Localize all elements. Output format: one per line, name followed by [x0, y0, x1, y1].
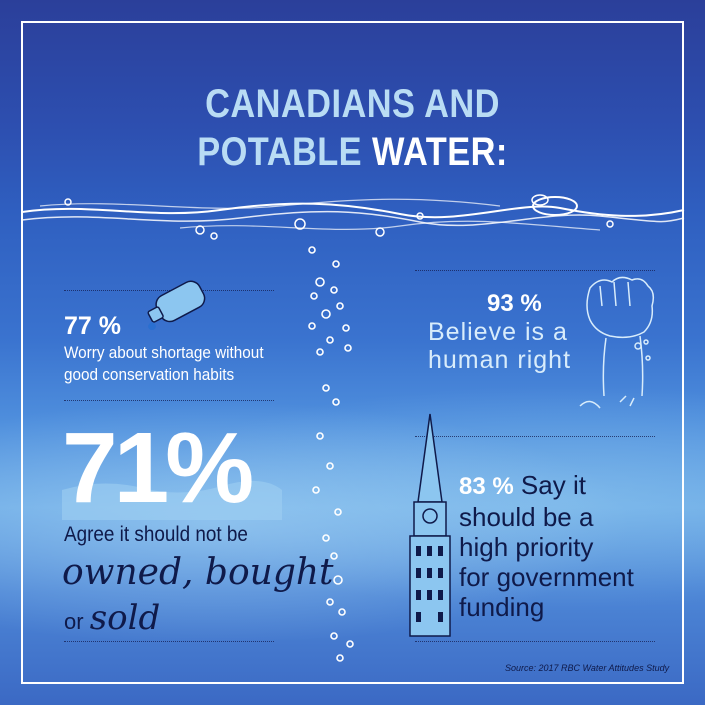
stat-93-value: 93 %	[487, 290, 542, 317]
stat-71-value: 71%	[62, 412, 254, 524]
title-line-2: POTABLE WATER:	[49, 128, 655, 176]
stat-71-or: or	[64, 609, 90, 634]
divider-93-bottom	[415, 436, 655, 437]
stat-83-line-4: for government	[459, 562, 634, 592]
stat-83-value: 83 %	[459, 473, 514, 500]
stat-83-line-2: should be a	[459, 502, 594, 532]
water-bottle-icon	[147, 280, 206, 330]
divider-77-top	[64, 290, 274, 291]
divider-77-bottom	[64, 400, 274, 401]
fist-icon	[579, 276, 655, 409]
title-line-2-a: POTABLE	[197, 130, 373, 174]
white-frame	[21, 21, 684, 684]
bubbles-icon	[308, 246, 354, 662]
stat-83-line-5: funding	[459, 592, 545, 622]
stat-93-line-2: human right	[428, 346, 572, 374]
stat-77-value: 77 %	[64, 312, 121, 340]
page-title: CANADIANS AND POTABLE WATER:	[49, 80, 655, 176]
tower-icon	[409, 413, 451, 637]
stat-71-or-row: or sold	[64, 598, 160, 638]
water-surface-icon	[21, 194, 685, 240]
stat-83-text-first: Say it	[513, 470, 586, 500]
stat-71-script-2: sold	[89, 598, 161, 638]
divider-83-bottom	[415, 641, 655, 642]
title-line-1: CANADIANS AND	[205, 82, 500, 126]
stat-71-script-1: owned, bought	[62, 552, 334, 593]
stat-77-text: Worry about shortage without good conser…	[64, 343, 264, 384]
stat-93-text: Believe is a human right	[428, 318, 571, 374]
divider-71-bottom	[64, 641, 274, 642]
divider-93-top	[415, 270, 655, 271]
stat-83-block: 83 % Say it should be a high priority fo…	[459, 470, 679, 622]
stat-93-line-1: Believe is a	[428, 318, 568, 346]
stat-83-line-1: 83 % Say it	[459, 470, 679, 502]
source-note: Source: 2017 RBC Water Attitudes Study	[505, 663, 670, 673]
stat-71-text: Agree it should not be	[64, 523, 248, 546]
stat-83-line-3: high priority	[459, 532, 594, 562]
wave-fill-icon	[62, 480, 282, 520]
title-line-2-b: WATER:	[372, 130, 508, 174]
